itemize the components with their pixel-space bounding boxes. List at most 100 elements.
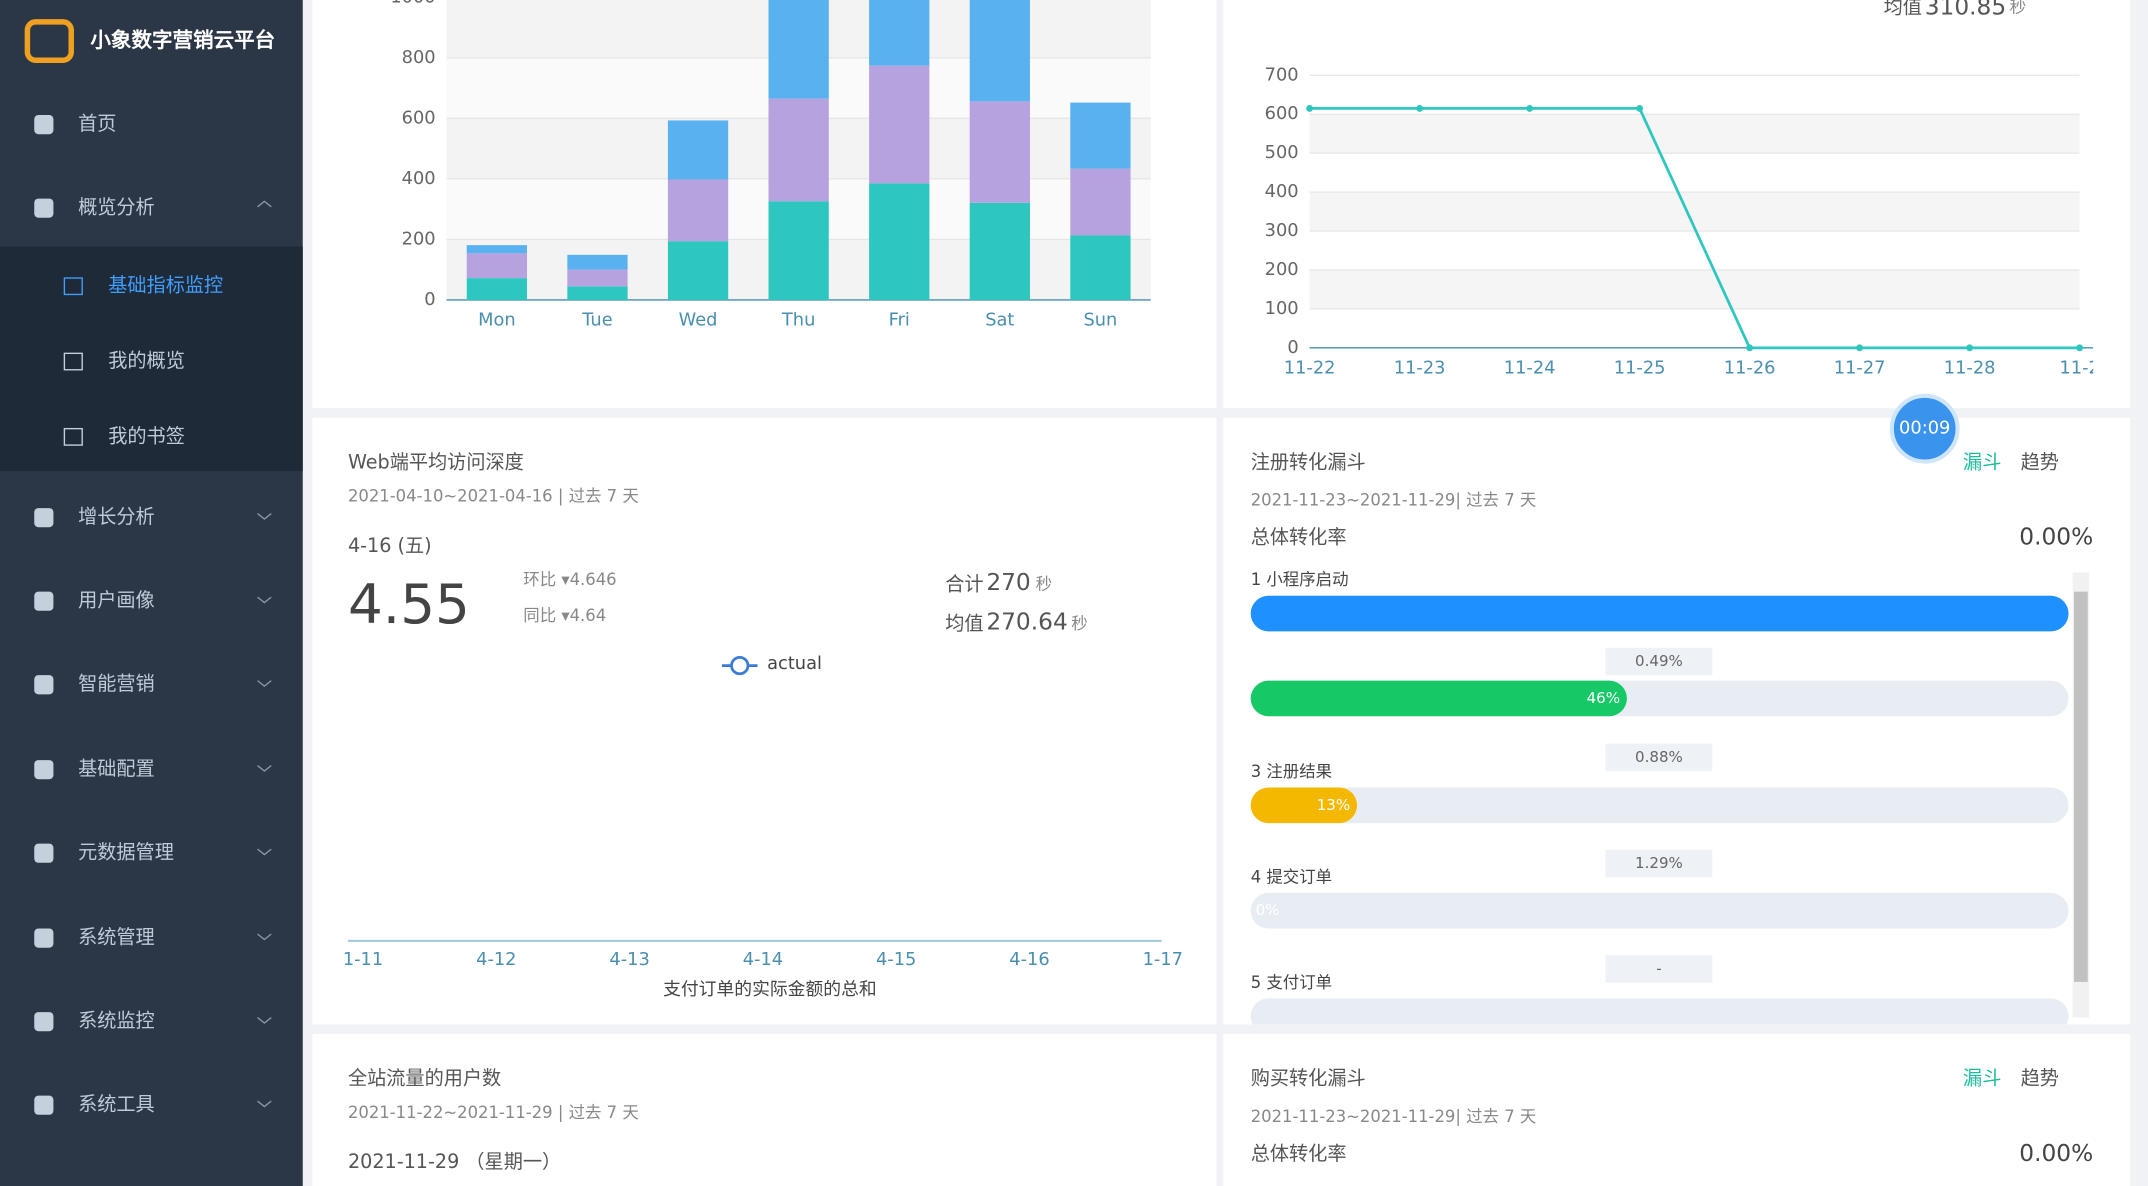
menu-item[interactable]: 用户画像 xyxy=(78,589,155,612)
chevron xyxy=(257,765,272,772)
panel xyxy=(1223,1033,2131,1186)
menu-icon xyxy=(34,760,54,780)
bar-segment xyxy=(768,98,829,202)
y-tick-label: 300 xyxy=(1265,220,1299,241)
brand: 小象数字营销云平台 xyxy=(90,28,275,52)
menu-item[interactable]: 系统工具 xyxy=(78,1093,155,1116)
x-tick-label: Thu xyxy=(781,309,815,330)
x-tick-label: Mon xyxy=(478,309,516,330)
step-label: 3 注册结果 xyxy=(1251,762,1332,781)
tab[interactable]: 漏斗 xyxy=(1963,1067,2001,1090)
submenu-item[interactable]: 我的概览 xyxy=(108,349,185,372)
panel-title: 全站流量的用户数 xyxy=(348,1067,501,1090)
avg-unit: 秒 xyxy=(2010,0,2026,17)
bar-label: 46% xyxy=(1587,689,1620,707)
y-tick-label: 600 xyxy=(1265,103,1299,124)
avg-value: 310.85 xyxy=(1925,0,2006,21)
x-tick-label: Tue xyxy=(581,309,612,330)
menu-item[interactable]: 增长分析 xyxy=(78,505,155,528)
rate-label: 1.29% xyxy=(1635,854,1683,872)
mom: 环比 ▾4.646 xyxy=(523,570,616,589)
grid-band xyxy=(1309,269,2080,309)
y-tick-label: 100 xyxy=(1265,298,1299,319)
bar-segment xyxy=(567,254,628,270)
panel-title: 注册转化漏斗 xyxy=(1251,450,1366,473)
tab[interactable]: 漏斗 xyxy=(1963,450,2001,473)
bar-track xyxy=(1250,787,2069,824)
menu-item[interactable]: 概览分析 xyxy=(78,196,155,219)
y-tick-label: 600 xyxy=(402,107,436,128)
rate-label: - xyxy=(1656,959,1661,977)
point xyxy=(1636,104,1644,112)
bar-segment xyxy=(969,0,1030,102)
menu-item[interactable]: 智能营销 xyxy=(78,672,155,695)
x-tick-label: 4-12 xyxy=(476,949,516,970)
scroll-thumb[interactable] xyxy=(2074,591,2088,982)
chevron xyxy=(257,848,272,856)
menu-item[interactable]: 系统监控 xyxy=(78,1009,155,1032)
bar-segment xyxy=(466,253,528,279)
line-series xyxy=(1309,107,2080,350)
yoy: 同比 ▾4.64 xyxy=(523,606,606,625)
bar-label: 0% xyxy=(1256,901,1280,919)
chevron xyxy=(257,1100,272,1108)
avg-label: 均值 xyxy=(945,612,983,635)
total-value: 270 xyxy=(986,569,1030,596)
submenu-item[interactable]: 我的书签 xyxy=(108,424,185,447)
x-tick-label: 4-14 xyxy=(743,949,783,970)
bar-segment xyxy=(969,101,1030,203)
point xyxy=(1526,104,1534,112)
menu-icon xyxy=(34,198,54,218)
bar-segment xyxy=(768,201,829,300)
y-tick-label: 400 xyxy=(402,168,436,189)
tab[interactable]: 趋势 xyxy=(2021,450,2059,473)
x-tick-label: Sun xyxy=(1083,309,1117,330)
menu-item[interactable]: 元数据管理 xyxy=(78,841,174,864)
menu-item[interactable]: 系统管理 xyxy=(78,926,155,949)
chevron xyxy=(257,513,272,520)
x-tick-label: 11-27 xyxy=(1834,357,1886,378)
menu-icon xyxy=(63,277,83,296)
step-label: 5 支付订单 xyxy=(1251,973,1332,992)
x-tick-label: 1-11 xyxy=(343,949,383,970)
menu-icon xyxy=(34,1012,54,1032)
date: 4-16 (五) xyxy=(348,534,432,557)
menu-icon xyxy=(63,352,83,371)
submenu-bg xyxy=(0,246,303,472)
bar-segment xyxy=(869,0,930,66)
bar-track xyxy=(1250,998,2069,1025)
submenu-item[interactable]: 基础指标监控 xyxy=(108,274,223,297)
bar-segment xyxy=(869,65,930,184)
menu-icon xyxy=(34,675,54,695)
date: 2021-11-29 （星期一） xyxy=(348,1150,561,1173)
point xyxy=(1746,344,1754,352)
rate-box xyxy=(1605,647,1713,676)
menu-icon xyxy=(34,115,54,135)
chevron xyxy=(257,200,272,208)
x-tick-label: 11-2 xyxy=(2059,357,2099,378)
y-tick-label: 200 xyxy=(1265,259,1299,280)
date-range: 2021-11-23~2021-11-29| 过去 7 天 xyxy=(1251,491,1537,510)
menu-item[interactable]: 首页 xyxy=(78,112,116,135)
timer[interactable] xyxy=(1889,393,1960,464)
bar-segment xyxy=(667,120,729,180)
y-tick-label: 800 xyxy=(402,47,436,68)
x-tick-label: 1-17 xyxy=(1143,949,1183,970)
x-tick-label: Wed xyxy=(679,309,718,330)
bar-segment xyxy=(667,179,729,242)
y-tick-label: 400 xyxy=(1265,181,1299,202)
menu-item[interactable]: 基础配置 xyxy=(78,757,155,780)
x-tick-label: 4-16 xyxy=(1009,949,1049,970)
x-tick-label: 4-13 xyxy=(609,949,649,970)
point xyxy=(1416,104,1424,112)
avg-value: 270.64 xyxy=(986,609,1067,636)
x-tick-label: 4-15 xyxy=(876,949,916,970)
bar-segment xyxy=(768,0,829,99)
menu-icon xyxy=(63,427,83,446)
menu-icon xyxy=(34,843,54,863)
tab[interactable]: 趋势 xyxy=(2021,1067,2059,1090)
x-tick-label: 11-28 xyxy=(1944,357,1996,378)
bar-segment xyxy=(1070,235,1131,300)
legend-label[interactable]: actual xyxy=(767,653,822,674)
